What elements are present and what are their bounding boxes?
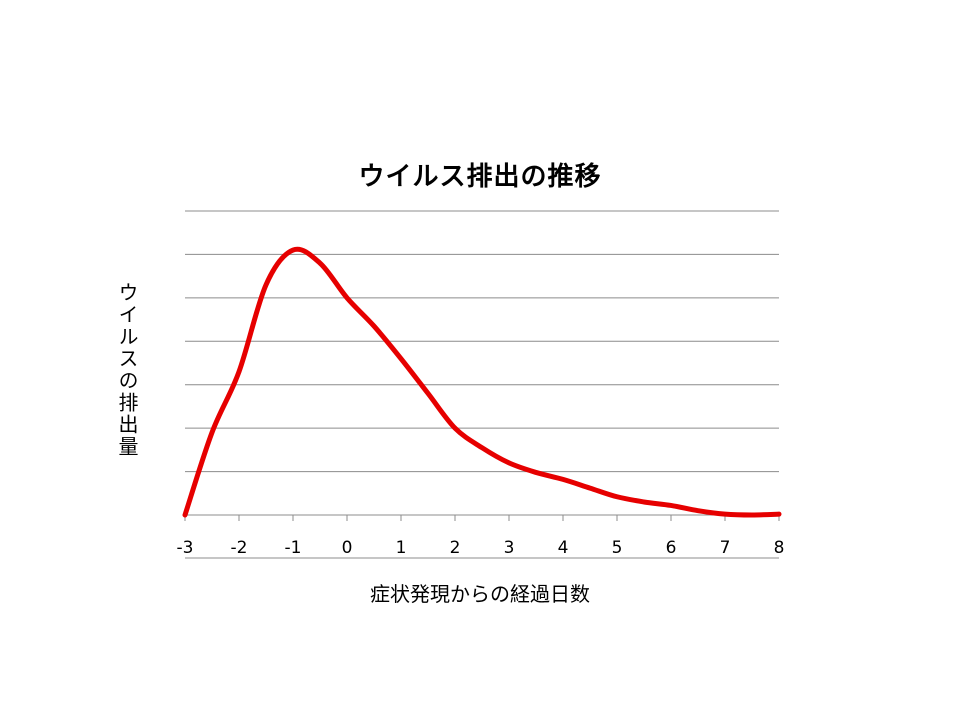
axes bbox=[184, 514, 780, 559]
x-tick-label: -3 bbox=[177, 538, 194, 558]
x-tick-label: -2 bbox=[231, 538, 248, 558]
x-tick-label: 7 bbox=[720, 538, 731, 558]
x-tick-label: 1 bbox=[396, 538, 407, 558]
x-tick-label: 4 bbox=[558, 538, 569, 558]
x-tick-label: -1 bbox=[285, 538, 302, 558]
gridlines bbox=[185, 210, 779, 473]
series-line bbox=[182, 246, 782, 518]
y-axis-label: ウイルスの排出量 bbox=[115, 282, 139, 458]
x-tick-label: 2 bbox=[450, 538, 461, 558]
x-tick-labels: -3 -2 -1 0 1 2 3 4 5 6 7 8 bbox=[177, 538, 785, 558]
x-axis-label: 症状発現からの経過日数 bbox=[370, 582, 590, 606]
x-tick-label: 5 bbox=[612, 538, 623, 558]
chart-title: ウイルス排出の推移 bbox=[358, 162, 602, 192]
x-tick-label: 0 bbox=[342, 538, 353, 558]
x-tick-label: 6 bbox=[666, 538, 677, 558]
series-layer bbox=[182, 246, 782, 518]
x-tick-label: 3 bbox=[504, 538, 515, 558]
x-tick-label: 8 bbox=[774, 538, 785, 558]
